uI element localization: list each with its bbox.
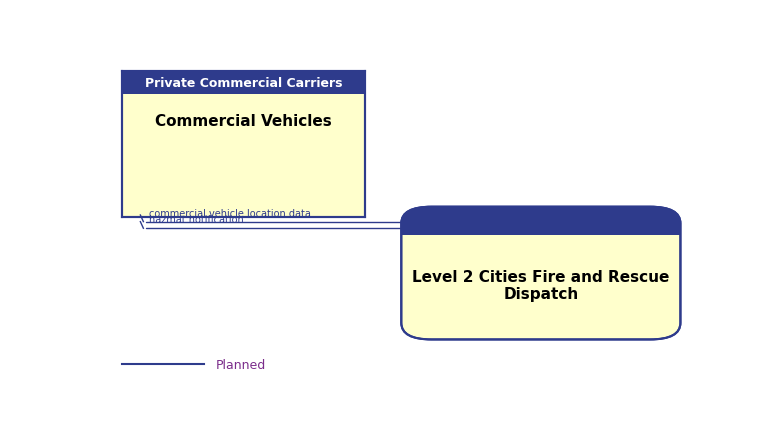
Bar [402,218,680,235]
Text: Commercial Vehicles: Commercial Vehicles [155,114,332,129]
FancyBboxPatch shape [402,207,680,235]
Text: Private Commercial Carriers: Private Commercial Carriers [145,77,342,89]
Text: Planned: Planned [216,358,266,371]
FancyBboxPatch shape [402,207,680,340]
Text: hazmat notification: hazmat notification [150,215,244,225]
Text: commercial vehicle location data: commercial vehicle location data [150,208,312,218]
Bar [122,71,365,95]
Bar [122,71,365,217]
Text: Level 2 Cities Fire and Rescue
Dispatch: Level 2 Cities Fire and Rescue Dispatch [412,269,669,301]
